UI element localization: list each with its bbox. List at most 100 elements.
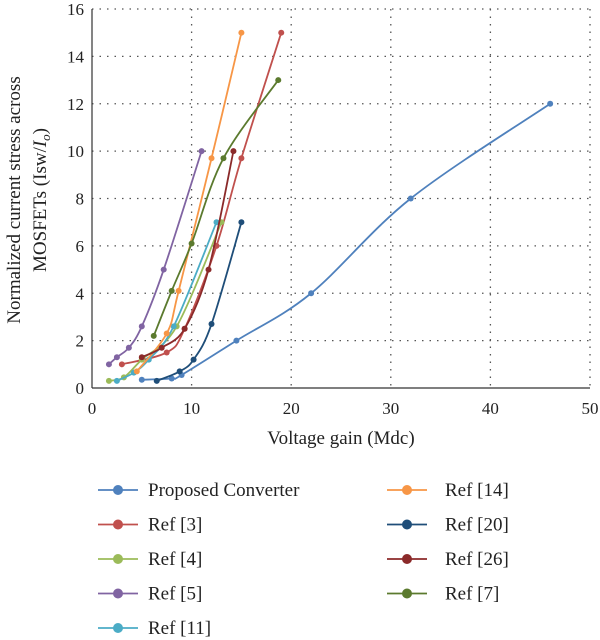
data-point (118, 361, 125, 368)
series-line (156, 221, 243, 382)
data-point (275, 77, 282, 84)
series-7 (138, 148, 237, 361)
series-5 (133, 29, 245, 375)
data-point (278, 29, 285, 36)
data-point (153, 377, 160, 384)
x-tick-labels: 0 10 20 30 40 50 (88, 399, 599, 418)
data-point (168, 375, 175, 382)
legend-label: Ref [14] (445, 480, 509, 501)
y-axis-label-line2: MOSFETs (Isw/Io) (30, 128, 53, 272)
x-tick-label: 20 (283, 399, 300, 418)
legend-marker (113, 519, 123, 530)
series-line (136, 32, 243, 372)
x-tick-label: 30 (382, 399, 399, 418)
data-point (238, 29, 245, 36)
data-point (190, 356, 197, 363)
legend-label: Proposed Converter (148, 480, 300, 501)
legend-label: Ref [7] (445, 584, 499, 605)
legend-marker (402, 485, 412, 495)
legend-marker (402, 519, 412, 530)
legend-marker (113, 588, 123, 599)
x-axis-label: Voltage gain (Mdc) (267, 428, 414, 449)
series-group (105, 29, 554, 384)
legend-marker (113, 554, 123, 564)
series-6 (153, 219, 245, 384)
data-point (170, 323, 177, 330)
y-tick-label: 10 (67, 142, 84, 161)
data-point (208, 321, 215, 328)
legend-entry: Ref [7] (387, 584, 499, 605)
data-point (198, 148, 205, 155)
legend-label: Ref [3] (148, 515, 202, 536)
axes (91, 9, 590, 389)
data-point (238, 155, 245, 162)
y-tick-label: 6 (76, 237, 85, 256)
series-line (152, 79, 279, 337)
data-point (213, 219, 220, 226)
series-line (141, 103, 551, 381)
data-point (158, 344, 165, 351)
y-axis-label-line2-sub: o (38, 134, 53, 141)
legend-entry: Proposed Converter (98, 480, 300, 501)
x-tick-label: 50 (582, 399, 599, 418)
data-point (220, 155, 227, 162)
y-axis-label-line1: Normalized current stress across (4, 76, 25, 323)
data-point (105, 377, 112, 384)
data-point (230, 148, 237, 155)
data-point (205, 266, 212, 273)
legend-entry: Ref [11] (98, 618, 211, 639)
series-3 (105, 148, 205, 368)
data-point (163, 349, 170, 356)
legend-label: Ref [5] (148, 584, 202, 605)
data-point (188, 240, 195, 247)
legend-marker (402, 554, 412, 564)
legend-marker (402, 588, 412, 599)
legend-entry: Ref [14] (387, 480, 509, 501)
legend: Proposed Converter Ref [3] Ref [4] Ref [5] R… (98, 480, 509, 639)
data-point (208, 155, 215, 162)
x-tick-label: 10 (183, 399, 200, 418)
series-line (141, 150, 235, 359)
data-point (138, 376, 145, 383)
legend-entry: Ref [4] (98, 549, 202, 570)
legend-marker (113, 623, 123, 633)
data-point (105, 361, 112, 368)
x-tick-label: 0 (88, 399, 97, 418)
data-point (163, 330, 170, 337)
legend-entry: Ref [26] (387, 549, 509, 570)
y-axis-label-line2-suffix: ) (30, 128, 51, 134)
data-point (113, 377, 120, 384)
data-point (133, 368, 140, 375)
data-point (168, 287, 175, 294)
data-point (233, 337, 240, 344)
data-point (176, 368, 183, 375)
grid-lines (92, 8, 591, 388)
y-axis-label-line2-prefix: MOSFETs (Isw/ (30, 146, 51, 272)
y-axis-label-line2-italic: I (30, 139, 51, 148)
y-tick-labels: 0 2 4 6 8 10 12 14 16 (67, 0, 85, 398)
y-tick-label: 8 (76, 190, 85, 209)
legend-marker (113, 485, 123, 495)
y-tick-label: 14 (67, 47, 85, 66)
data-point (150, 332, 157, 339)
legend-entry: Ref [20] (387, 515, 509, 536)
y-tick-label: 2 (76, 332, 85, 351)
series-4 (113, 219, 220, 384)
x-tick-label: 40 (482, 399, 499, 418)
legend-label: Ref [20] (445, 515, 509, 536)
legend-label: Ref [26] (445, 549, 509, 570)
legend-entry: Ref [5] (98, 584, 202, 605)
data-point (547, 100, 554, 107)
legend-label: Ref [4] (148, 549, 202, 570)
y-tick-label: 12 (67, 95, 84, 114)
data-point (308, 290, 315, 297)
data-point (181, 325, 188, 332)
data-point (125, 344, 132, 351)
legend-label: Ref [11] (148, 618, 211, 639)
data-point (175, 287, 182, 294)
data-point (138, 354, 145, 361)
data-point (160, 266, 167, 273)
data-point (238, 219, 245, 226)
y-tick-label: 16 (67, 0, 84, 19)
